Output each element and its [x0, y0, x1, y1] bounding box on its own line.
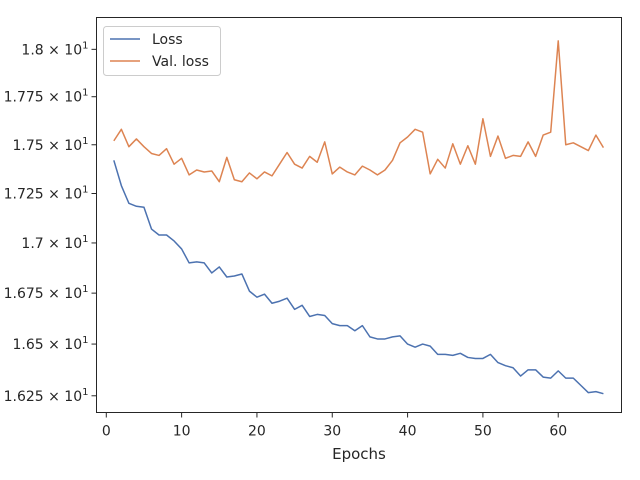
- legend-label-val-loss: Val. loss: [152, 54, 209, 70]
- y-tick-label: 1.75 × 101: [13, 136, 89, 154]
- y-axis-ticks: 1.625 × 101 1.65 × 101 1.675 × 101 1.7 × 10…: [4, 40, 97, 405]
- series-line-1: [113, 40, 605, 183]
- x-tick-label: 0: [102, 424, 111, 440]
- x-tick-label: 10: [173, 424, 191, 440]
- x-tick-label: 20: [248, 424, 266, 440]
- x-tick-label: 50: [474, 424, 492, 440]
- y-tick-label: 1.65 × 101: [13, 335, 89, 353]
- x-tick-label: 60: [549, 424, 567, 440]
- series-line-0: [113, 160, 604, 395]
- x-axis-ticks: 0 10 20 30 40 50 60: [102, 412, 567, 440]
- series-layer: [113, 40, 605, 395]
- legend-label-loss: Loss: [152, 32, 183, 48]
- plot-frame: [96, 17, 622, 413]
- legend: Loss Val. loss: [103, 26, 221, 76]
- y-tick-label: 1.725 × 101: [4, 184, 89, 202]
- x-tick-label: 40: [399, 424, 417, 440]
- y-tick-label: 1.675 × 101: [4, 284, 89, 302]
- y-tick-label: 1.775 × 101: [4, 88, 89, 106]
- x-tick-label: 30: [323, 424, 341, 440]
- x-axis-label: Epochs: [332, 445, 386, 463]
- y-tick-label: 1.8 × 101: [21, 40, 88, 58]
- y-tick-label: 1.625 × 101: [4, 387, 89, 405]
- y-tick-label: 1.7 × 101: [21, 234, 88, 252]
